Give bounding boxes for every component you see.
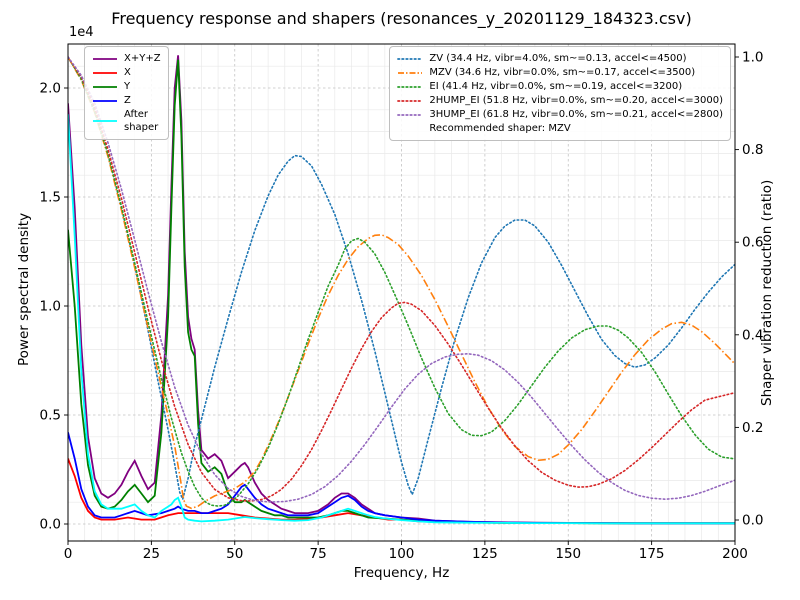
legend-line-sample (397, 99, 424, 102)
legend-label: 3HUMP_EI (61.8 Hz, vibr=0.0%, sm~=0.21, … (429, 109, 723, 120)
x-tick-label: 125 (472, 546, 498, 562)
y-left-tick-label: 2.0 (40, 81, 61, 97)
legend-label: 2HUMP_EI (51.8 Hz, vibr=0.0%, sm~=0.20, … (429, 95, 723, 106)
legend-line-sample (93, 120, 117, 122)
legend-line-sample (93, 57, 117, 60)
legend-line-sample (397, 113, 424, 116)
legend-line-sample (93, 85, 117, 88)
x-axis-label: Frequency, Hz (353, 565, 450, 581)
y-axis-label-left: Power spectral density (16, 212, 32, 366)
legend-line-sample (397, 57, 424, 60)
legend-note: Recommended shaper: MZV (429, 123, 571, 134)
legend-line-sample (93, 71, 117, 74)
legend-item: 3HUMP_EI (61.8 Hz, vibr=0.0%, sm~=0.21, … (397, 108, 723, 121)
legend-item: Y (92, 80, 161, 93)
y-right-tick-label: 0.4 (742, 327, 763, 343)
y-axis-label-right: Shaper vibration reduction (ratio) (759, 179, 775, 406)
y-right-tick-label: 1.0 (742, 50, 763, 66)
legend-label: Z (124, 95, 131, 106)
y-right-tick-label: 0.2 (742, 420, 763, 436)
tick-labels: 0 25 50 75 100 125 150 175 200 0.0 0.5 1.0 1.5 2.0 0.0… (40, 50, 764, 563)
legend-item: X+Y+Z (92, 52, 161, 65)
y-right-tick-label: 0.0 (742, 513, 763, 529)
legend-label: After shaper (124, 109, 159, 133)
legend-line-sample (398, 71, 423, 74)
x-tick-label: 75 (310, 546, 327, 562)
x-tick-label: 200 (722, 546, 748, 562)
x-tick-label: 50 (226, 546, 243, 562)
legend-label: X (124, 67, 131, 78)
legend-label: EI (41.4 Hz, vibr=0.0%, sm~=0.19, accel<… (429, 81, 683, 92)
legend-item: X (92, 66, 161, 79)
y-axis-offset-label: 1e4 (69, 25, 94, 40)
y-right-tick-label: 0.6 (742, 235, 763, 251)
legend-item: EI (41.4 Hz, vibr=0.0%, sm~=0.19, accel<… (397, 80, 723, 93)
x-tick-label: 175 (639, 546, 665, 562)
legend-shapers: ZV (34.4 Hz, vibr=4.0%, sm~=0.13, accel<… (389, 46, 731, 141)
y-right-tick-label: 0.8 (742, 142, 763, 158)
legend-item: ZV (34.4 Hz, vibr=4.0%, sm~=0.13, accel<… (397, 52, 723, 65)
x-tick-label: 0 (64, 546, 73, 562)
legend-item: After shaper (92, 108, 161, 134)
series-3HUMP_EI (68, 56, 735, 503)
series-MZV (68, 56, 735, 510)
x-tick-label: 150 (555, 546, 581, 562)
legend-line-sample (397, 85, 424, 88)
series-ZV (68, 56, 735, 502)
series (68, 55, 735, 525)
chart-title: Frequency response and shapers (resonanc… (111, 9, 692, 28)
legend-label: ZV (34.4 Hz, vibr=4.0%, sm~=0.13, accel<… (429, 53, 687, 64)
legend-item: 2HUMP_EI (51.8 Hz, vibr=0.0%, sm~=0.20, … (397, 94, 723, 107)
legend-label: Y (124, 81, 131, 92)
y-left-tick-label: 0.0 (40, 517, 61, 533)
y-left-tick-label: 0.5 (40, 408, 61, 424)
legend-label: X+Y+Z (124, 53, 161, 64)
series-After shaper (68, 114, 735, 525)
x-tick-label: 100 (389, 546, 415, 562)
y-left-tick-label: 1.0 (40, 299, 61, 315)
y-left-tick-label: 1.5 (40, 190, 61, 206)
legend-item: Z (92, 94, 161, 107)
legend-note-row: Recommended shaper: MZV (397, 122, 723, 135)
series-2HUMP_EI (68, 56, 735, 502)
x-tick-label: 25 (143, 546, 160, 562)
series-EI (68, 56, 735, 507)
legend-item: MZV (34.6 Hz, vibr=0.0%, sm~=0.17, accel… (397, 66, 723, 79)
legend-label: MZV (34.6 Hz, vibr=0.0%, sm~=0.17, accel… (429, 67, 696, 78)
legend-line-sample (93, 99, 117, 102)
legend-psd: X+Y+Z X Y Z After shaper (84, 46, 169, 140)
